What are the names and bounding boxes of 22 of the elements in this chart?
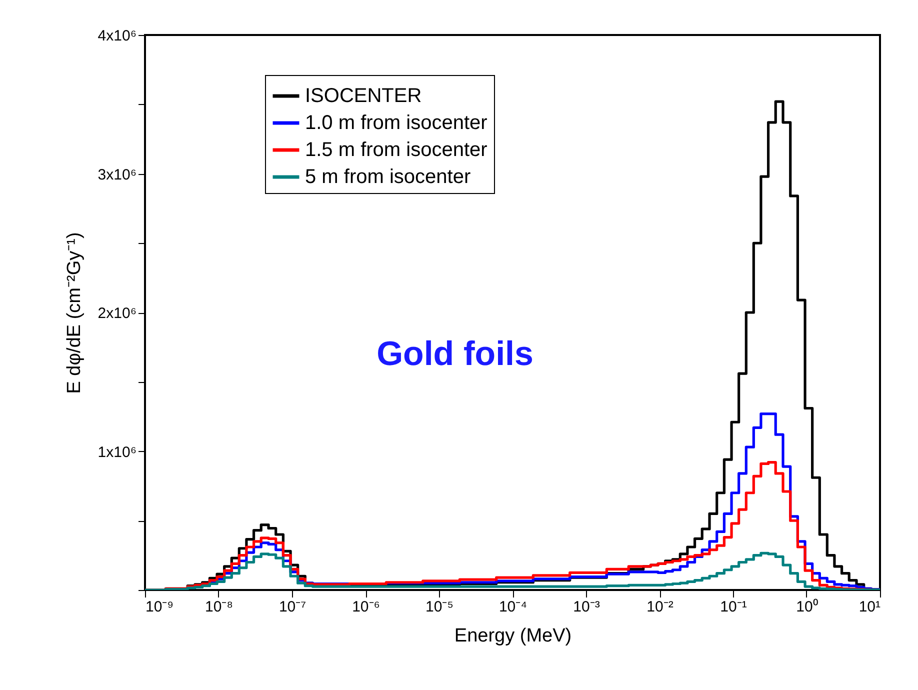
legend-label: 1.5 m from isocenter: [305, 139, 488, 161]
legend-label: 5 m from isocenter: [305, 166, 471, 188]
x-tick-label: 10⁻¹: [720, 598, 747, 616]
x-tick-label: 10⁻³: [573, 598, 600, 616]
x-tick-label: 10⁻²: [646, 598, 674, 616]
y-tick-label: 1x10⁶: [98, 444, 136, 461]
x-axis-title: Energy (MeV): [454, 626, 572, 646]
y-tick-label: 2x10⁶: [98, 305, 136, 322]
x-tick-label: 10⁻⁷: [278, 598, 306, 616]
annotation: Gold foils: [376, 335, 534, 373]
y-tick-label: 3x10⁶: [98, 166, 136, 184]
x-tick-label: 10⁻⁶: [352, 598, 380, 616]
legend-label: 1.0 m from isocenter: [305, 112, 488, 134]
x-tick-label: 10⁻⁵: [426, 598, 454, 616]
x-tick-label: 10⁻⁴: [498, 598, 528, 616]
x-tick-label: 10⁻⁸: [204, 598, 234, 616]
x-tick-label: 10⁻⁹: [146, 598, 174, 616]
x-tick-label: 10¹: [858, 598, 880, 616]
y-axis-title: E dφ/dE (cm⁻²Gy⁻¹): [64, 232, 85, 394]
x-tick-label: 10⁰: [796, 598, 818, 616]
legend-label: ISOCENTER: [305, 85, 422, 107]
y-tick-label: 4x10⁶: [98, 28, 136, 44]
